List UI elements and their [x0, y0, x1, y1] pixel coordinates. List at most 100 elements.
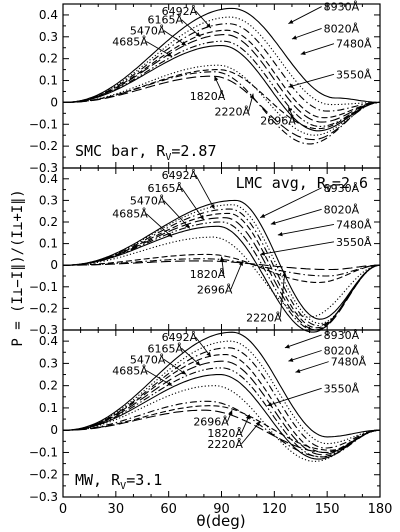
label-arrowhead — [219, 256, 225, 262]
label-leader — [288, 73, 335, 88]
series-6165A — [63, 360, 381, 456]
series-label: 1820Å — [190, 268, 226, 281]
series-7480A — [63, 208, 381, 327]
label-arrowhead — [199, 214, 204, 220]
series-8930A — [63, 7, 380, 103]
label-leader — [260, 187, 322, 219]
series-label: 3550Å — [336, 236, 372, 249]
series-7480A — [63, 347, 381, 449]
y-tick-label: 0.2 — [39, 215, 58, 229]
series-6492A — [63, 29, 381, 119]
x-tick-label: 150 — [315, 502, 340, 517]
label-leader — [195, 174, 215, 210]
series-4685A — [63, 225, 381, 333]
x-axis-label: θ(deg) — [196, 512, 245, 530]
label-arrowhead — [195, 360, 201, 366]
label-leader — [146, 370, 173, 387]
series-label: 2220Å — [207, 438, 243, 451]
label-leader — [146, 41, 173, 57]
series-label: 7480Å — [331, 356, 367, 369]
y-tick-label: 0.4 — [39, 334, 58, 348]
series-label: 8020Å — [324, 203, 360, 216]
x-tick-label: 180 — [368, 502, 393, 517]
y-tick-label: −0.2 — [29, 468, 58, 482]
label-arrowhead — [288, 19, 294, 24]
y-tick-label: 0 — [50, 423, 58, 437]
series-2220A — [63, 260, 380, 271]
label-leader — [295, 361, 329, 373]
label-leader — [181, 187, 205, 221]
y-axis-label: P = (I⊥−I∥)/(I⊥+I∥) — [10, 189, 26, 346]
label-leader — [300, 43, 335, 55]
panel-title: SMC bar, RV=2.87 — [75, 142, 217, 163]
label-arrowhead — [249, 93, 255, 99]
label-arrowhead — [206, 23, 211, 29]
label-arrowhead — [291, 35, 297, 40]
label-arrowhead — [206, 351, 211, 357]
label-leader — [267, 387, 322, 407]
label-leader — [270, 208, 322, 225]
y-tick-label: 0.2 — [39, 52, 58, 66]
series-label: 8930Å — [324, 329, 360, 342]
series-label: 1820Å — [190, 90, 226, 103]
label-leader — [146, 213, 173, 238]
label-arrowhead — [167, 52, 173, 57]
y-tick-label: −0.2 — [29, 139, 58, 153]
y-tick-label: 0.2 — [39, 379, 58, 393]
label-leader — [241, 421, 261, 445]
y-tick-label: 0.3 — [39, 193, 58, 207]
label-arrowhead — [282, 271, 287, 277]
label-leader — [291, 28, 322, 40]
label-leader — [163, 200, 191, 229]
label-arrowhead — [288, 357, 294, 362]
label-arrowhead — [181, 370, 187, 375]
y-tick-label: 0 — [50, 258, 58, 272]
series-8930A — [63, 331, 380, 438]
series-4685A — [63, 44, 381, 132]
x-tick-label: 0 — [59, 502, 67, 517]
label-arrowhead — [255, 421, 261, 427]
y-tick-label: 0 — [50, 95, 58, 109]
label-arrowhead — [288, 106, 293, 112]
series-4685A — [63, 373, 381, 460]
x-tick-label: 90 — [213, 502, 230, 517]
y-tick-label: −0.3 — [29, 490, 58, 504]
label-arrowhead — [181, 41, 187, 46]
y-tick-label: −0.1 — [29, 445, 58, 459]
series-label: 3550Å — [324, 382, 360, 395]
label-arrowhead — [245, 414, 250, 420]
series-label: 3550Å — [336, 68, 372, 81]
series-label: 6165Å — [148, 182, 184, 195]
series-label: 5470Å — [130, 353, 166, 366]
series-2220A — [63, 75, 381, 141]
series-label: 6492Å — [162, 169, 198, 182]
series-label: 6165Å — [148, 14, 184, 27]
panel-title: MW, RV=3.1 — [75, 471, 162, 492]
label-leader — [230, 260, 244, 290]
series-2696A — [63, 400, 381, 458]
panels-group: −0.3−0.2−0.100.10.20.30.4 6492Å6165Å5470Å… — [29, 1, 393, 517]
label-arrowhead — [228, 410, 233, 416]
label-arrowhead — [210, 204, 215, 210]
series-label: 2696Å — [193, 416, 229, 429]
label-arrowhead — [214, 76, 219, 82]
label-arrowhead — [288, 83, 294, 88]
series-label: 6492Å — [162, 331, 198, 344]
y-tick-label: 0.4 — [39, 172, 58, 186]
series-2696A — [63, 71, 381, 145]
label-arrowhead — [167, 232, 173, 238]
x-tick-label: 30 — [108, 502, 125, 517]
label-arrowhead — [238, 260, 243, 266]
series-7480A — [63, 23, 381, 112]
y-tick-label: 0.1 — [39, 401, 58, 415]
x-tick-label: 60 — [160, 502, 177, 517]
label-arrowhead — [260, 213, 266, 218]
y-tick-label: −0.1 — [29, 117, 58, 131]
series-2696A — [63, 258, 381, 277]
series-label: 2696Å — [260, 114, 296, 127]
y-tick-label: 0.1 — [39, 74, 58, 88]
series-8020A — [63, 204, 381, 325]
y-tick-label: 0.4 — [39, 8, 58, 22]
panel-1: −0.3 −0.2 −0.1 0 0.1 0.2 0.3 0.4 6492Å6165Å5470Å… — [29, 1, 381, 175]
